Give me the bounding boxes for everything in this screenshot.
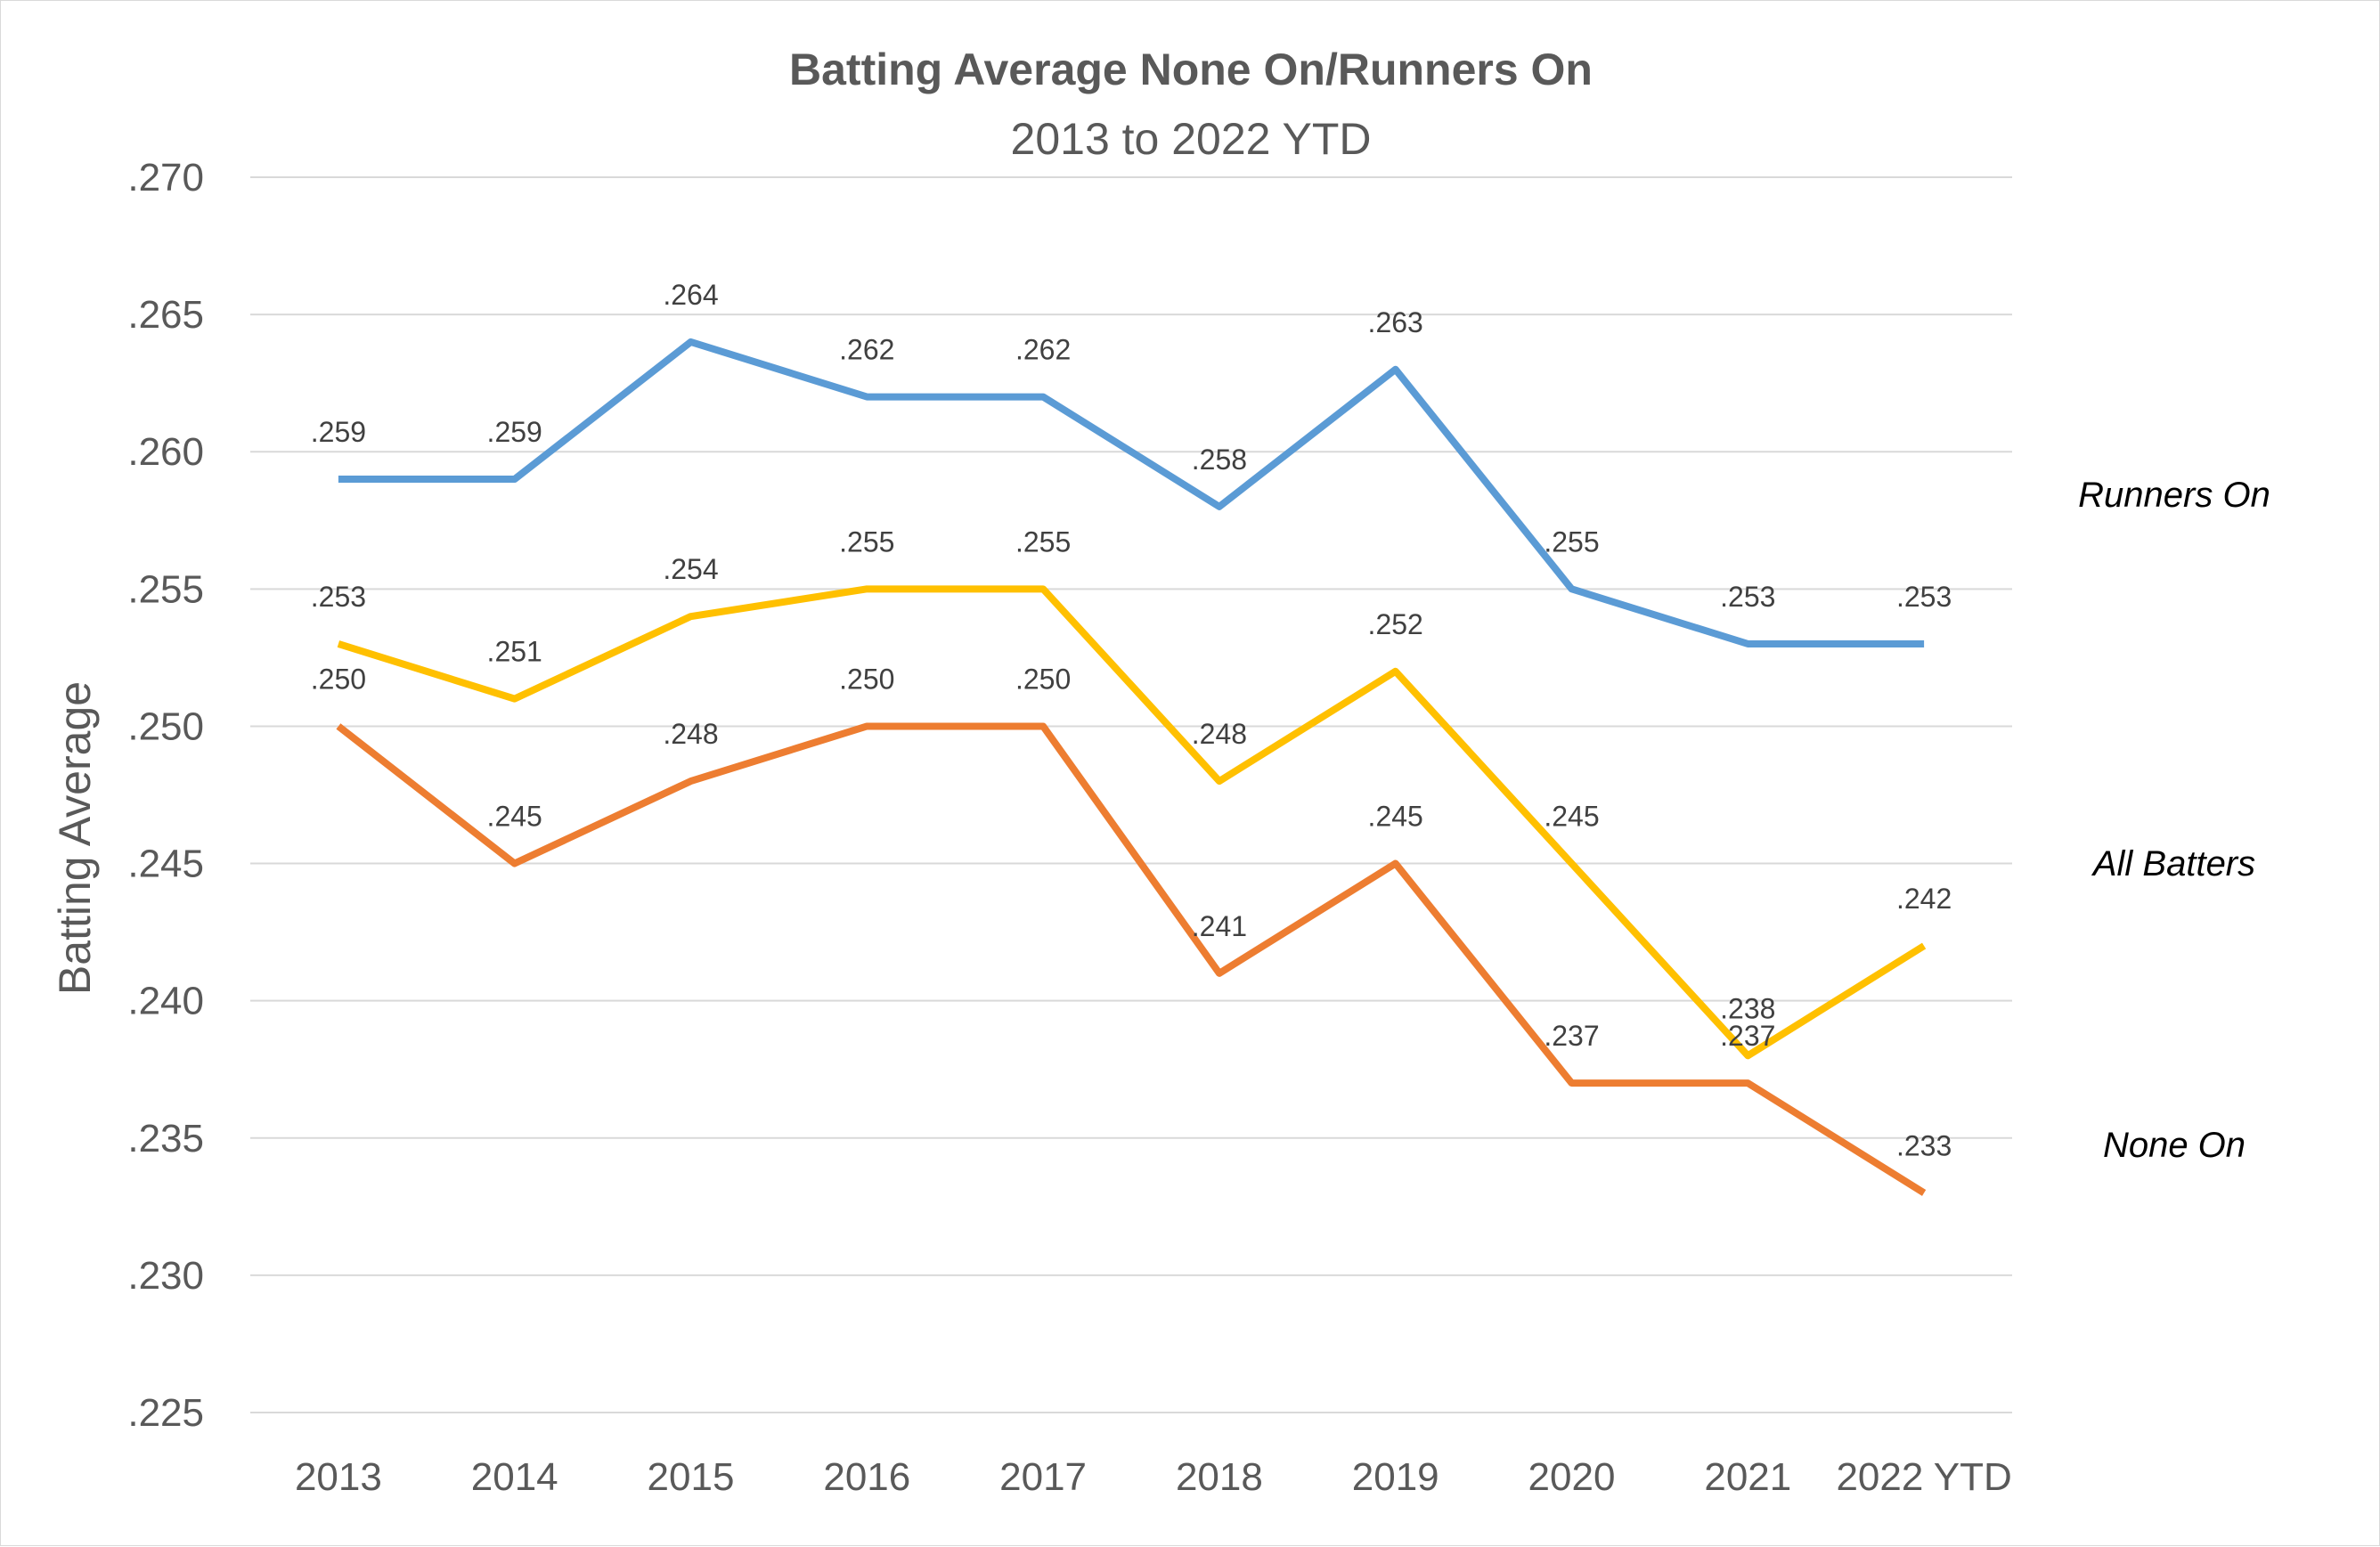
series-line-all-batters	[337, 585, 1927, 1060]
series-name-label: Runners On	[2078, 476, 2270, 515]
x-tick-label: 2013	[295, 1455, 382, 1499]
data-label: .250	[1015, 663, 1071, 695]
data-label: .250	[839, 663, 894, 695]
y-tick-label: .265	[127, 293, 204, 337]
y-tick-label: .245	[127, 843, 204, 886]
data-label: .254	[663, 553, 718, 585]
y-tick-label: .255	[127, 567, 204, 611]
series-line-none-on	[336, 722, 1927, 1196]
series-name-label: All Batters	[2091, 844, 2255, 883]
y-tick-label: .225	[127, 1391, 204, 1435]
series-lines	[336, 338, 1927, 1196]
data-label: .242	[1896, 883, 1952, 915]
data-label: .259	[487, 416, 542, 448]
data-label: .255	[839, 525, 894, 558]
y-tick-label: .230	[127, 1254, 204, 1298]
data-label: .245	[1544, 801, 1599, 833]
chart-subtitle: 2013 to 2022 YTD	[1011, 114, 1372, 164]
data-label: .248	[663, 718, 718, 750]
data-label: .237	[1720, 1020, 1775, 1052]
data-labels: .259 .259 .264 .262 .262 .258 .263 .255 .253 .253…	[311, 279, 1952, 1161]
y-tick-label: .235	[127, 1117, 204, 1160]
data-label: .233	[1896, 1129, 1952, 1161]
x-tick-label: 2018	[1176, 1455, 1263, 1499]
series-line-runners-on	[338, 338, 1925, 647]
y-tick-label: .270	[127, 156, 204, 199]
data-label: .258	[1192, 444, 1247, 476]
series-name-label: None On	[2103, 1126, 2246, 1165]
data-label: .248	[1192, 718, 1247, 750]
data-label: .255	[1544, 525, 1599, 558]
data-label: .262	[839, 334, 894, 366]
x-tick-label: 2016	[823, 1455, 910, 1499]
data-label: .253	[1720, 581, 1775, 613]
x-tick-label: 2020	[1528, 1455, 1616, 1499]
data-label: .259	[311, 416, 366, 448]
data-label: .251	[487, 636, 542, 668]
x-tick-label: 2019	[1352, 1455, 1439, 1499]
y-axis-label: Batting Average	[50, 681, 100, 995]
x-axis-ticks: 2013 2014 2015 2016 2017 2018 2019 2020 2021 2022…	[295, 1455, 2012, 1499]
data-label: .238	[1720, 992, 1775, 1024]
gridlines	[250, 176, 2012, 1413]
data-label: .253	[311, 581, 366, 613]
data-label: .237	[1544, 1020, 1599, 1052]
data-label: .241	[1192, 910, 1247, 942]
x-tick-label: 2014	[471, 1455, 558, 1499]
chart-title: Batting Average None On/Runners On	[789, 45, 1593, 94]
data-label: .255	[1015, 525, 1071, 558]
data-label: .250	[311, 663, 366, 695]
series-name-labels: Runners On All Batters None On	[2078, 476, 2270, 1165]
y-tick-label: .240	[127, 980, 204, 1023]
x-tick-label: 2015	[648, 1455, 735, 1499]
y-axis-ticks: .225 .230 .235 .240 .245 .250 .255 .260 .265 .270	[127, 156, 204, 1435]
x-tick-label: 2017	[999, 1455, 1087, 1499]
data-label: .253	[1896, 581, 1952, 613]
x-tick-label: 2022 YTD	[1836, 1455, 2011, 1499]
data-label: .245	[1368, 801, 1423, 833]
data-label: .245	[487, 801, 542, 833]
y-tick-label: .260	[127, 430, 204, 474]
x-tick-label: 2021	[1704, 1455, 1791, 1499]
data-label: .252	[1368, 608, 1423, 640]
data-label: .264	[663, 279, 718, 311]
data-label: .263	[1368, 306, 1423, 338]
data-label: .262	[1015, 334, 1071, 366]
y-tick-label: .250	[127, 704, 204, 748]
